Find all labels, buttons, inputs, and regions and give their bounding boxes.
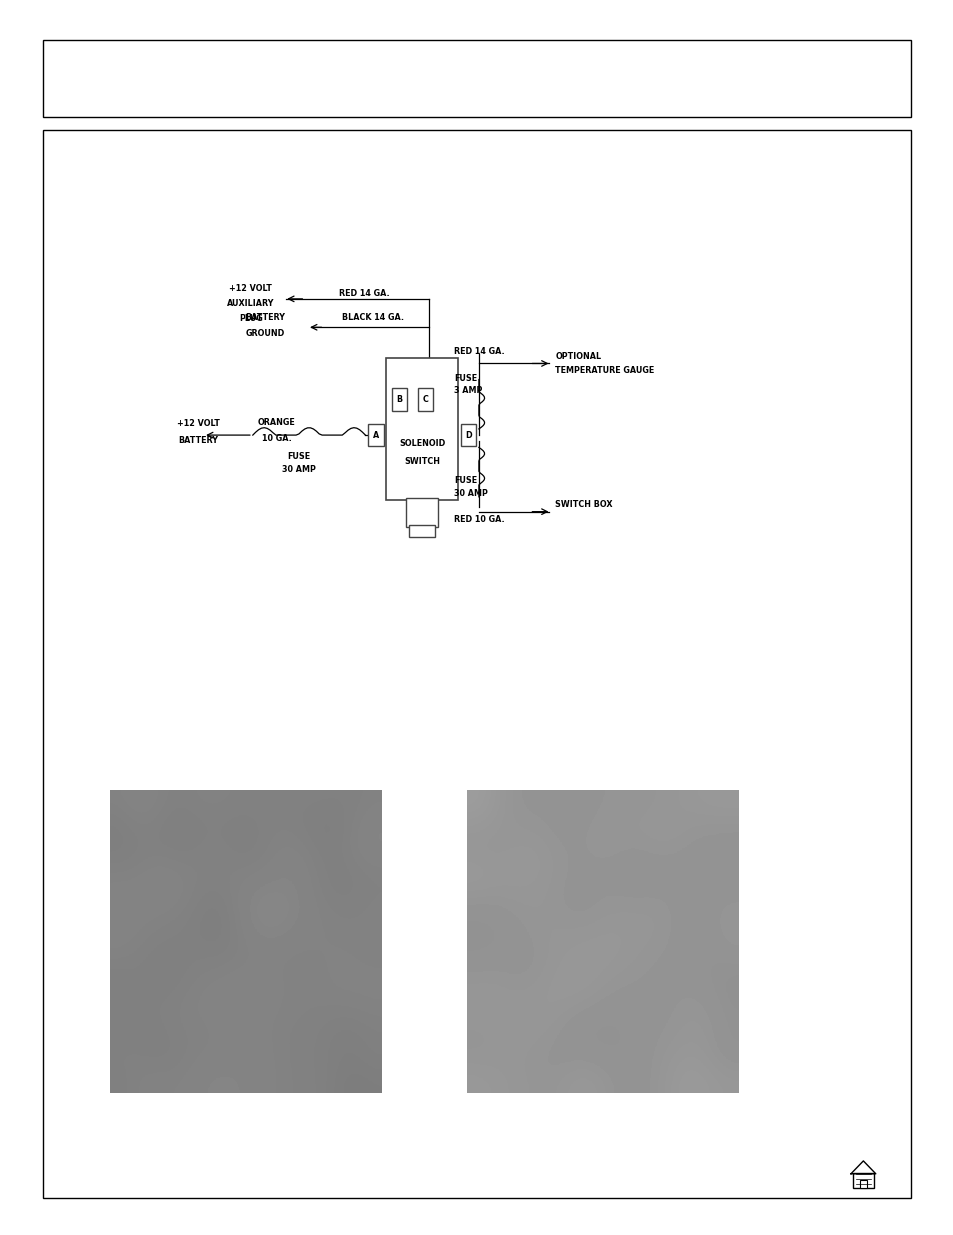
Text: C: C — [422, 395, 428, 404]
Bar — [43, 40, 910, 117]
Text: 30 AMP: 30 AMP — [281, 466, 315, 474]
Text: 3 AMP: 3 AMP — [454, 387, 482, 395]
Bar — [368, 424, 383, 446]
Text: PLUG: PLUG — [239, 314, 262, 324]
Text: FUSE: FUSE — [287, 452, 310, 461]
Text: RED 14 GA.: RED 14 GA. — [338, 289, 389, 299]
Text: BATTERY: BATTERY — [178, 436, 218, 445]
Bar — [392, 389, 407, 411]
Text: ORANGE: ORANGE — [257, 419, 295, 427]
Text: AUXILIARY: AUXILIARY — [227, 299, 274, 309]
Text: RED 10 GA.: RED 10 GA. — [454, 515, 504, 524]
Text: SWITCH BOX: SWITCH BOX — [555, 500, 612, 509]
Text: A: A — [373, 431, 378, 440]
Text: 30 AMP: 30 AMP — [454, 489, 488, 498]
Text: SWITCH: SWITCH — [404, 457, 439, 467]
Polygon shape — [850, 1161, 875, 1173]
Bar — [852, 1172, 873, 1188]
Bar — [409, 525, 435, 537]
Bar — [460, 424, 476, 446]
Text: GROUND: GROUND — [245, 329, 285, 338]
Text: TEMPERATURE GAUGE: TEMPERATURE GAUGE — [555, 367, 654, 375]
Text: D: D — [465, 431, 471, 440]
Bar — [43, 130, 910, 1198]
Text: 10 GA.: 10 GA. — [261, 435, 292, 443]
Text: FUSE: FUSE — [454, 477, 476, 485]
Text: OPTIONAL: OPTIONAL — [555, 352, 600, 361]
Bar — [386, 358, 457, 500]
Bar — [859, 1179, 866, 1188]
Text: RED 14 GA.: RED 14 GA. — [454, 347, 504, 356]
Bar — [417, 389, 433, 411]
Text: +12 VOLT: +12 VOLT — [177, 420, 219, 429]
Bar — [406, 498, 437, 527]
Text: BATTERY: BATTERY — [245, 312, 285, 322]
Text: BLACK 14 GA.: BLACK 14 GA. — [341, 312, 403, 322]
Text: SOLENOID: SOLENOID — [398, 438, 445, 448]
Text: +12 VOLT: +12 VOLT — [230, 284, 272, 294]
Text: FUSE: FUSE — [454, 374, 476, 383]
Text: B: B — [396, 395, 402, 404]
